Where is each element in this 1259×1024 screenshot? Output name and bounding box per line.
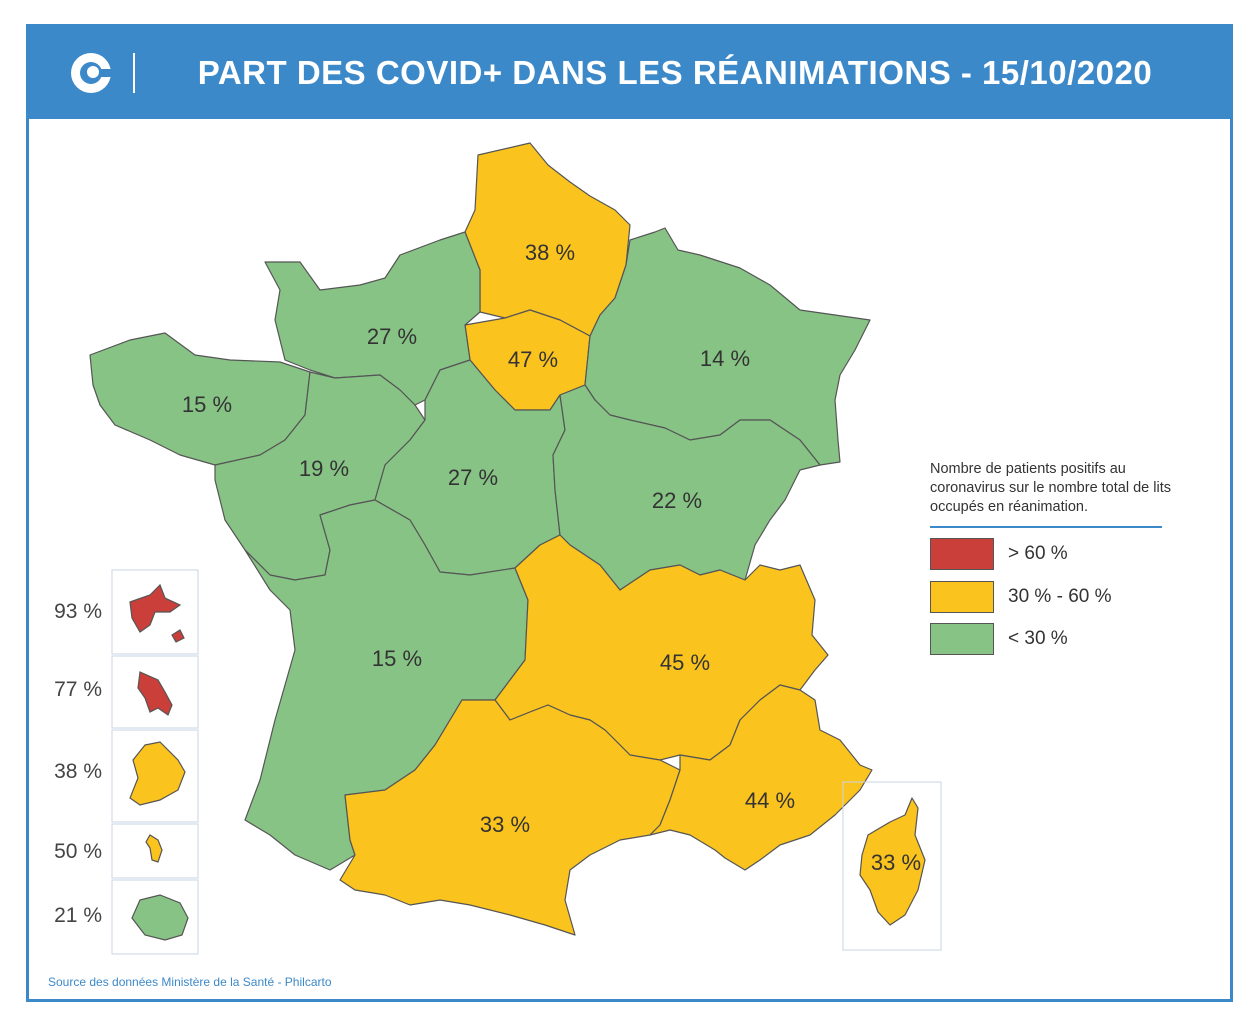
label-paca: 44 % <box>745 788 795 813</box>
label-corse: 33 % <box>871 850 921 875</box>
guadeloupe-inset-frame <box>111 569 199 655</box>
legend-item-high: > 60 % <box>930 538 1068 570</box>
page-title: PART DES COVID+ DANS LES RÉANIMATIONS - … <box>197 54 1153 91</box>
legend-swatch-green <box>930 623 994 655</box>
territory-guadeloupe <box>129 583 182 633</box>
value-martinique: 77 % <box>54 678 102 701</box>
label-occitanie: 33 % <box>480 812 530 837</box>
value-mayotte: 50 % <box>54 840 102 863</box>
value-guadeloupe: 93 % <box>54 600 102 623</box>
legend-description: Nombre de patients positifs au coronavir… <box>930 461 1171 515</box>
label-normandie: 27 % <box>367 324 417 349</box>
label-pays-de-la-loire: 19 % <box>299 456 349 481</box>
label-bretagne: 15 % <box>182 392 232 417</box>
mayotte-inset-frame <box>111 823 199 879</box>
value-reunion: 21 % <box>54 904 102 927</box>
label-hauts-de-france: 38 % <box>525 240 575 265</box>
label-grand-est: 14 % <box>700 346 750 371</box>
legend-label: > 60 % <box>1008 543 1068 564</box>
territory-guadeloupe-island <box>171 629 185 643</box>
region-corse <box>859 797 926 926</box>
territory-reunion <box>131 894 189 941</box>
header-bar: PART DES COVID+ DANS LES RÉANIMATIONS - … <box>29 27 1230 119</box>
territory-guyane <box>129 741 186 806</box>
legend-item-medium: 30 % - 60 % <box>930 581 1112 613</box>
logo-icon <box>71 53 113 93</box>
martinique-inset-frame <box>111 655 199 729</box>
label-auvergne-rhone-alpes: 45 % <box>660 650 710 675</box>
logo-separator <box>133 53 135 93</box>
reunion-inset-frame <box>111 879 199 955</box>
legend-label: 30 % - 60 % <box>1008 586 1112 607</box>
legend-swatch-red <box>930 538 994 570</box>
territory-mayotte <box>145 834 163 863</box>
legend-item-low: < 30 % <box>930 623 1068 655</box>
value-guyane: 38 % <box>54 760 102 783</box>
legend-swatch-yellow <box>930 581 994 613</box>
legend-label: < 30 % <box>1008 628 1068 649</box>
territory-martinique <box>137 671 173 716</box>
label-bourgogne-franche-comte: 22 % <box>652 488 702 513</box>
corse-inset-frame <box>842 781 942 951</box>
label-nouvelle-aquitaine: 15 % <box>372 646 422 671</box>
legend-divider <box>930 526 1162 528</box>
label-centre-val-de-loire: 27 % <box>448 465 498 490</box>
region-paca <box>649 684 873 871</box>
source-note: Source des données Ministère de la Santé… <box>48 975 332 989</box>
guyane-inset-frame <box>111 729 199 823</box>
label-ile-de-france: 47 % <box>508 347 558 372</box>
